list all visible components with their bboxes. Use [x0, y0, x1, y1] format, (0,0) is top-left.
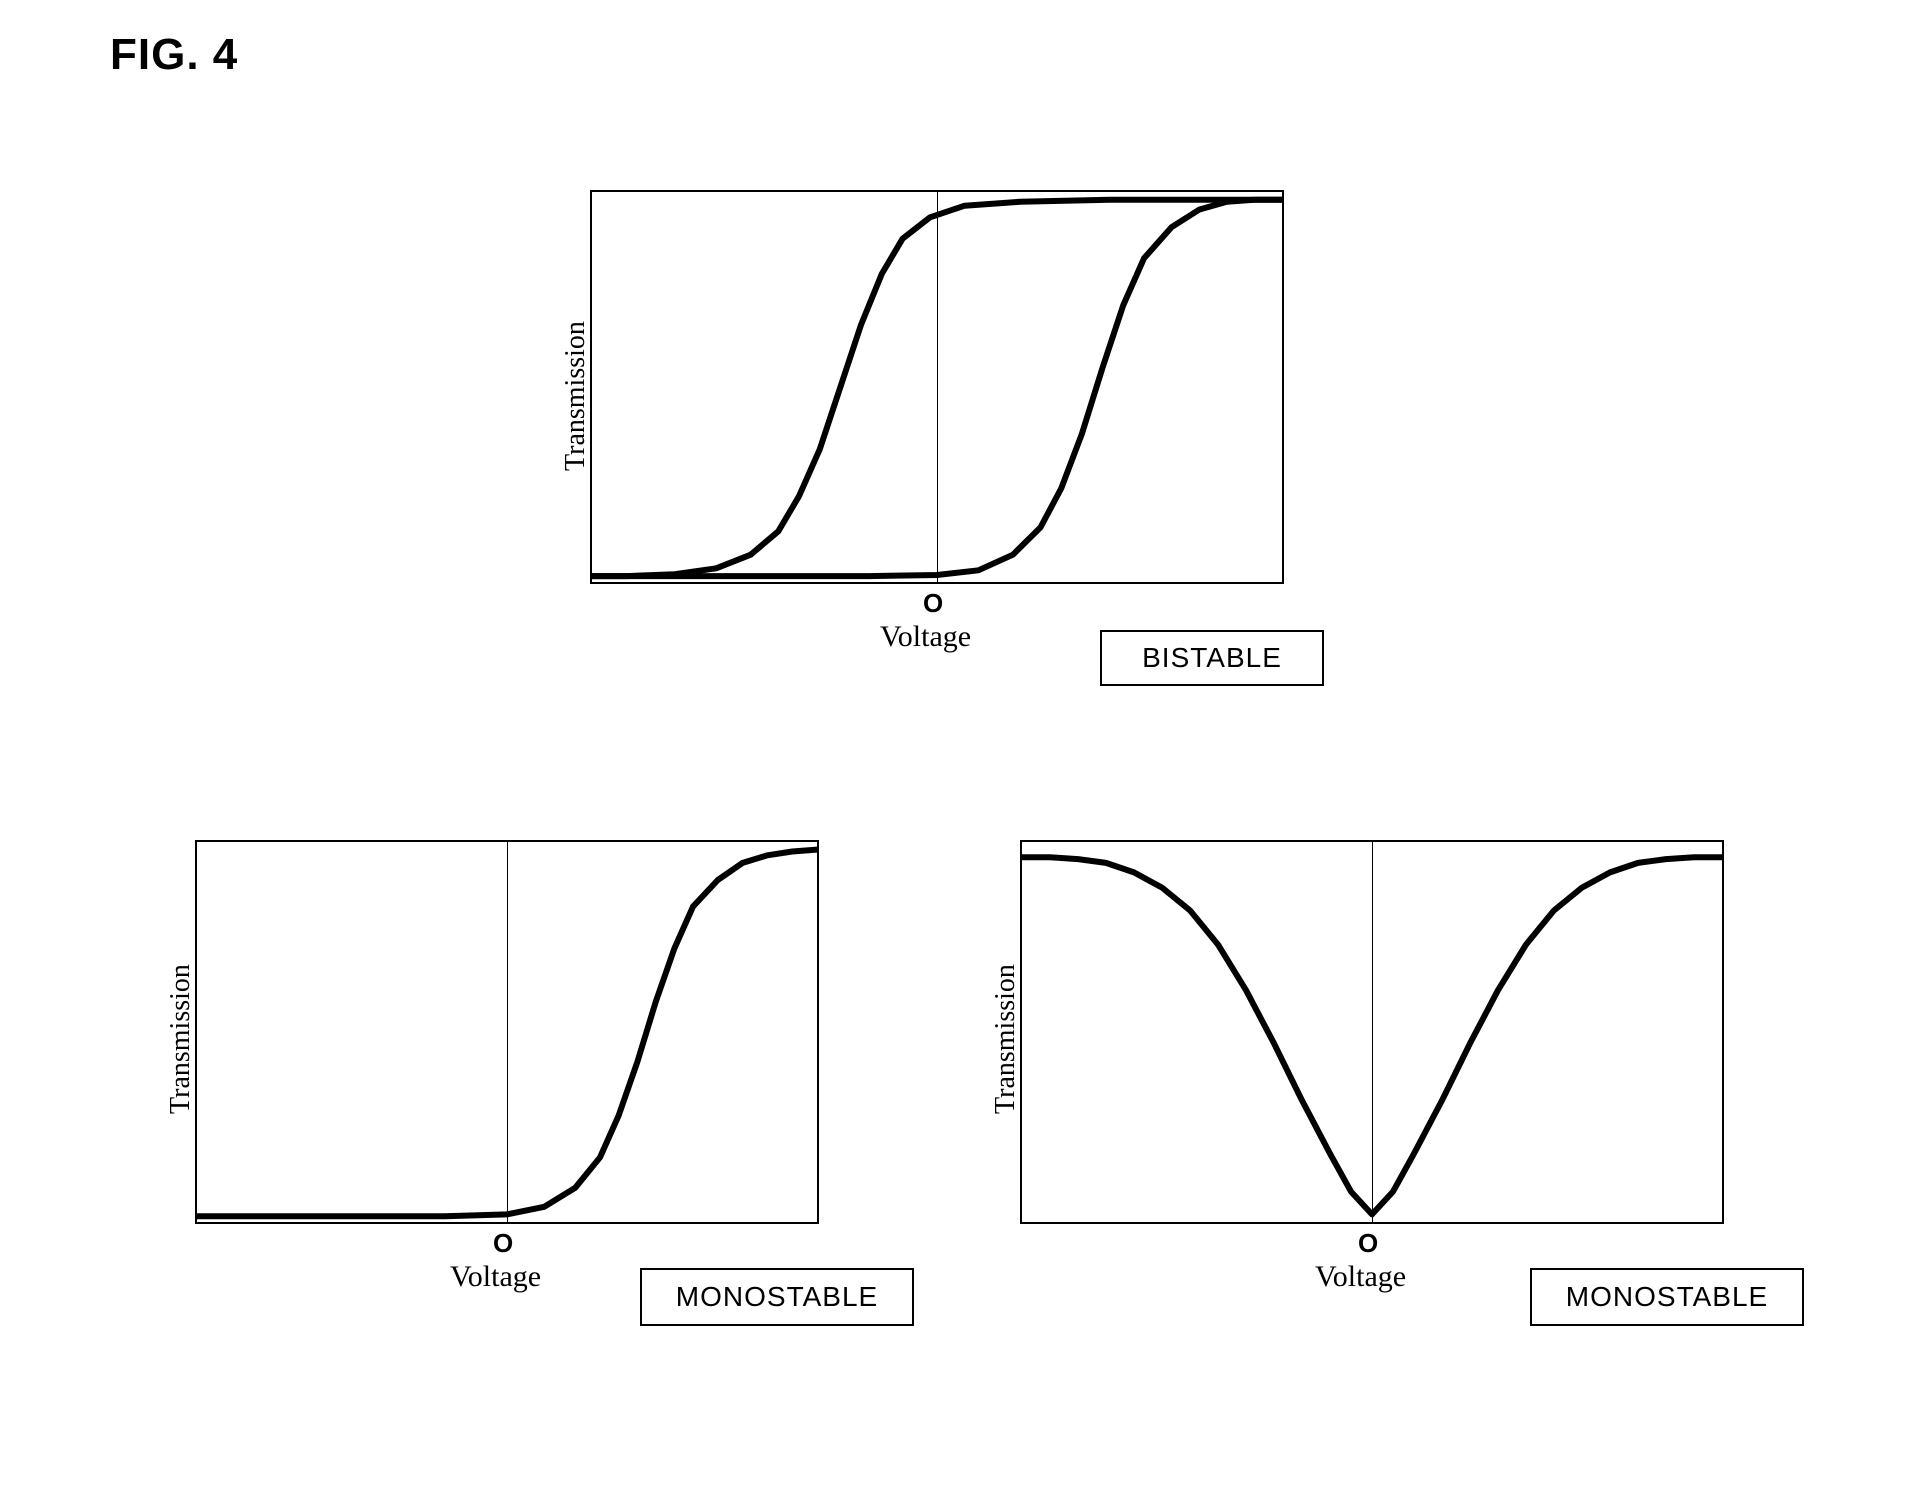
chart-bottom-left-zero: O [493, 1228, 513, 1259]
page: FIG. 4 Transmission O Voltage BISTABLE T… [0, 0, 1929, 1487]
chart-top-zero: O [923, 588, 943, 619]
chart-bottom-left-ylabel: Transmission [165, 964, 197, 1114]
chart-bottom-right-xlabel: Voltage [1315, 1260, 1406, 1294]
chart-bottom-right-zero: O [1358, 1228, 1378, 1259]
chart-bottom-left-mode-box: MONOSTABLE [640, 1268, 914, 1326]
figure-label: FIG. 4 [110, 30, 238, 80]
chart-bottom-left-curves [197, 842, 817, 1222]
chart-bottom-right-mode-box: MONOSTABLE [1530, 1268, 1804, 1326]
chart-bottom-left [195, 840, 819, 1224]
chart-bottom-right-ylabel: Transmission [990, 964, 1022, 1114]
chart-top-xlabel: Voltage [880, 620, 971, 654]
chart-top-ylabel: Transmission [560, 321, 592, 471]
chart-bottom-left-xlabel: Voltage [450, 1260, 541, 1294]
chart-top-mode-box: BISTABLE [1100, 630, 1324, 686]
chart-bottom-right [1020, 840, 1724, 1224]
chart-top-curves [592, 192, 1282, 582]
chart-top [590, 190, 1284, 584]
chart-bottom-right-curves [1022, 842, 1722, 1222]
